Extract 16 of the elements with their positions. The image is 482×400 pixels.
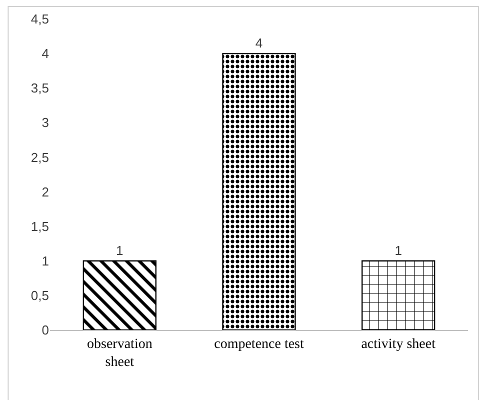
data-label: 1: [394, 242, 402, 258]
y-tick-label: 1: [42, 253, 49, 268]
y-tick-label: 0: [42, 322, 49, 338]
x-tick-label: activity sheet: [361, 336, 436, 352]
y-tick-label: 0,5: [30, 288, 49, 303]
y-tick-label: 3: [42, 115, 49, 130]
y-tick-label: 3,5: [30, 80, 49, 96]
x-tick-label: competence test: [214, 336, 304, 352]
y-tick-label: 4,5: [30, 12, 49, 27]
data-label: 4: [255, 36, 263, 51]
y-tick-label: 2,5: [30, 150, 49, 165]
x-tick-label: observation sheet: [87, 336, 152, 370]
y-tick-label: 4: [42, 46, 49, 62]
data-label: 1: [116, 242, 124, 258]
y-tick-label: 1,5: [30, 218, 49, 234]
y-tick-label: 2: [42, 184, 49, 200]
